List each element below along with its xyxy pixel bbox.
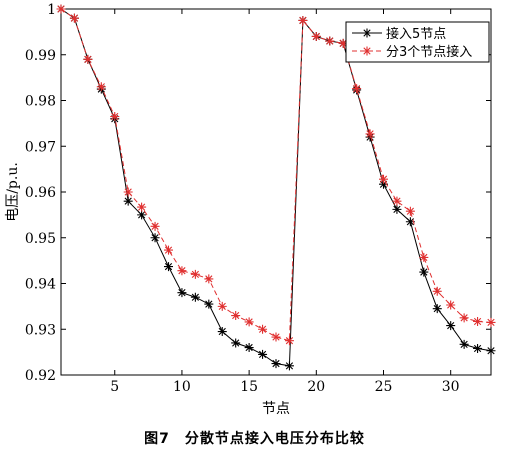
series-2-point (405, 206, 415, 216)
x-tick-label: 5 (110, 379, 119, 395)
series-2-point (96, 82, 106, 92)
series-1-point (405, 217, 415, 227)
x-tick-label: 20 (307, 379, 325, 395)
y-tick-label: 0.98 (25, 94, 56, 110)
series-2-point (432, 286, 442, 296)
series-1-point (473, 343, 483, 353)
series-1-point (486, 346, 496, 356)
plot-area: 5 10 15 20 25 30 0.92 0.93 0.94 0.95 0.96 0.97 0.98 0… (5, 2, 496, 417)
series-1-point (432, 304, 442, 314)
series-1-point (190, 292, 200, 302)
x-tick-label: 15 (240, 379, 258, 395)
legend-label-1: 接入5节点 (386, 26, 446, 42)
series-1-point (177, 288, 187, 298)
series-2-point (150, 221, 160, 231)
series-2-point (325, 36, 335, 46)
series-1-point (446, 321, 456, 331)
x-tick-label: 25 (375, 379, 393, 395)
series-2-point (137, 202, 147, 212)
series-2-point (446, 300, 456, 310)
y-tick-label: 0.93 (25, 322, 56, 338)
legend-box (345, 21, 490, 63)
series-2-point (392, 196, 402, 206)
y-tick-label: 1 (47, 2, 56, 18)
y-tick-label: 0.95 (25, 231, 56, 247)
y-tick-label: 0.96 (25, 185, 56, 201)
series-2-point (473, 316, 483, 326)
series-1-point (271, 359, 281, 369)
legend-marker-1 (362, 28, 372, 38)
y-tick-label: 0.92 (25, 368, 56, 384)
x-tick-label: 30 (442, 379, 460, 395)
series-2-point (459, 313, 469, 323)
series-2-point (258, 324, 268, 334)
series-2-point (204, 274, 214, 284)
series-1-point (231, 338, 241, 348)
series-2-point (486, 317, 496, 327)
series-2-point (217, 301, 227, 311)
series-line-1 (60, 8, 492, 367)
series-1-point (419, 267, 429, 277)
series-2-point (271, 332, 281, 342)
series-2-point (83, 54, 93, 64)
legend-marker-2 (362, 46, 372, 56)
series-2-point (231, 311, 241, 321)
series-2-point (284, 336, 294, 346)
series-2-point (177, 266, 187, 276)
series-2-point (298, 15, 308, 25)
series-1-point (284, 361, 294, 371)
y-tick-label: 0.97 (25, 139, 56, 155)
series-1-point (204, 299, 214, 309)
series-2-point (190, 269, 200, 279)
series-2-point (352, 84, 362, 94)
series-1-point (258, 349, 268, 359)
series-2-point (311, 31, 321, 41)
series-2-point (379, 174, 388, 184)
x-axis-label: 节点 (262, 401, 290, 417)
series-1-point (164, 262, 173, 272)
series-1-point (244, 343, 254, 353)
series-2-point (110, 112, 120, 122)
series-1-point (217, 327, 227, 337)
series-1-point (379, 179, 388, 189)
series-1-point (459, 339, 469, 349)
series-2-point (419, 252, 429, 262)
series-2-point (365, 129, 375, 139)
series-1-point (392, 204, 402, 214)
series-1-point (150, 233, 160, 243)
x-tick-label: 10 (173, 379, 191, 395)
series-2-point (164, 245, 173, 255)
y-axis-label: 电压/p.u. (5, 162, 21, 222)
figure-caption: 图7 分散节点接入电压分布比较 (144, 431, 365, 447)
line-chart: 5 10 15 20 25 30 0.92 0.93 0.94 0.95 0.96 0.97 0.98 0… (5, 2, 496, 417)
series-2-point (338, 38, 348, 48)
legend-label-2: 分3个节点接入 (386, 44, 472, 60)
y-tick-label: 0.94 (25, 277, 56, 293)
series-1-point (137, 210, 147, 220)
series-2-point (123, 187, 133, 197)
series-2-point (56, 4, 66, 14)
series-2-point (69, 13, 79, 23)
y-tick-label: 0.99 (25, 48, 56, 64)
series-2-point (244, 317, 254, 327)
series-1-point (123, 196, 133, 206)
